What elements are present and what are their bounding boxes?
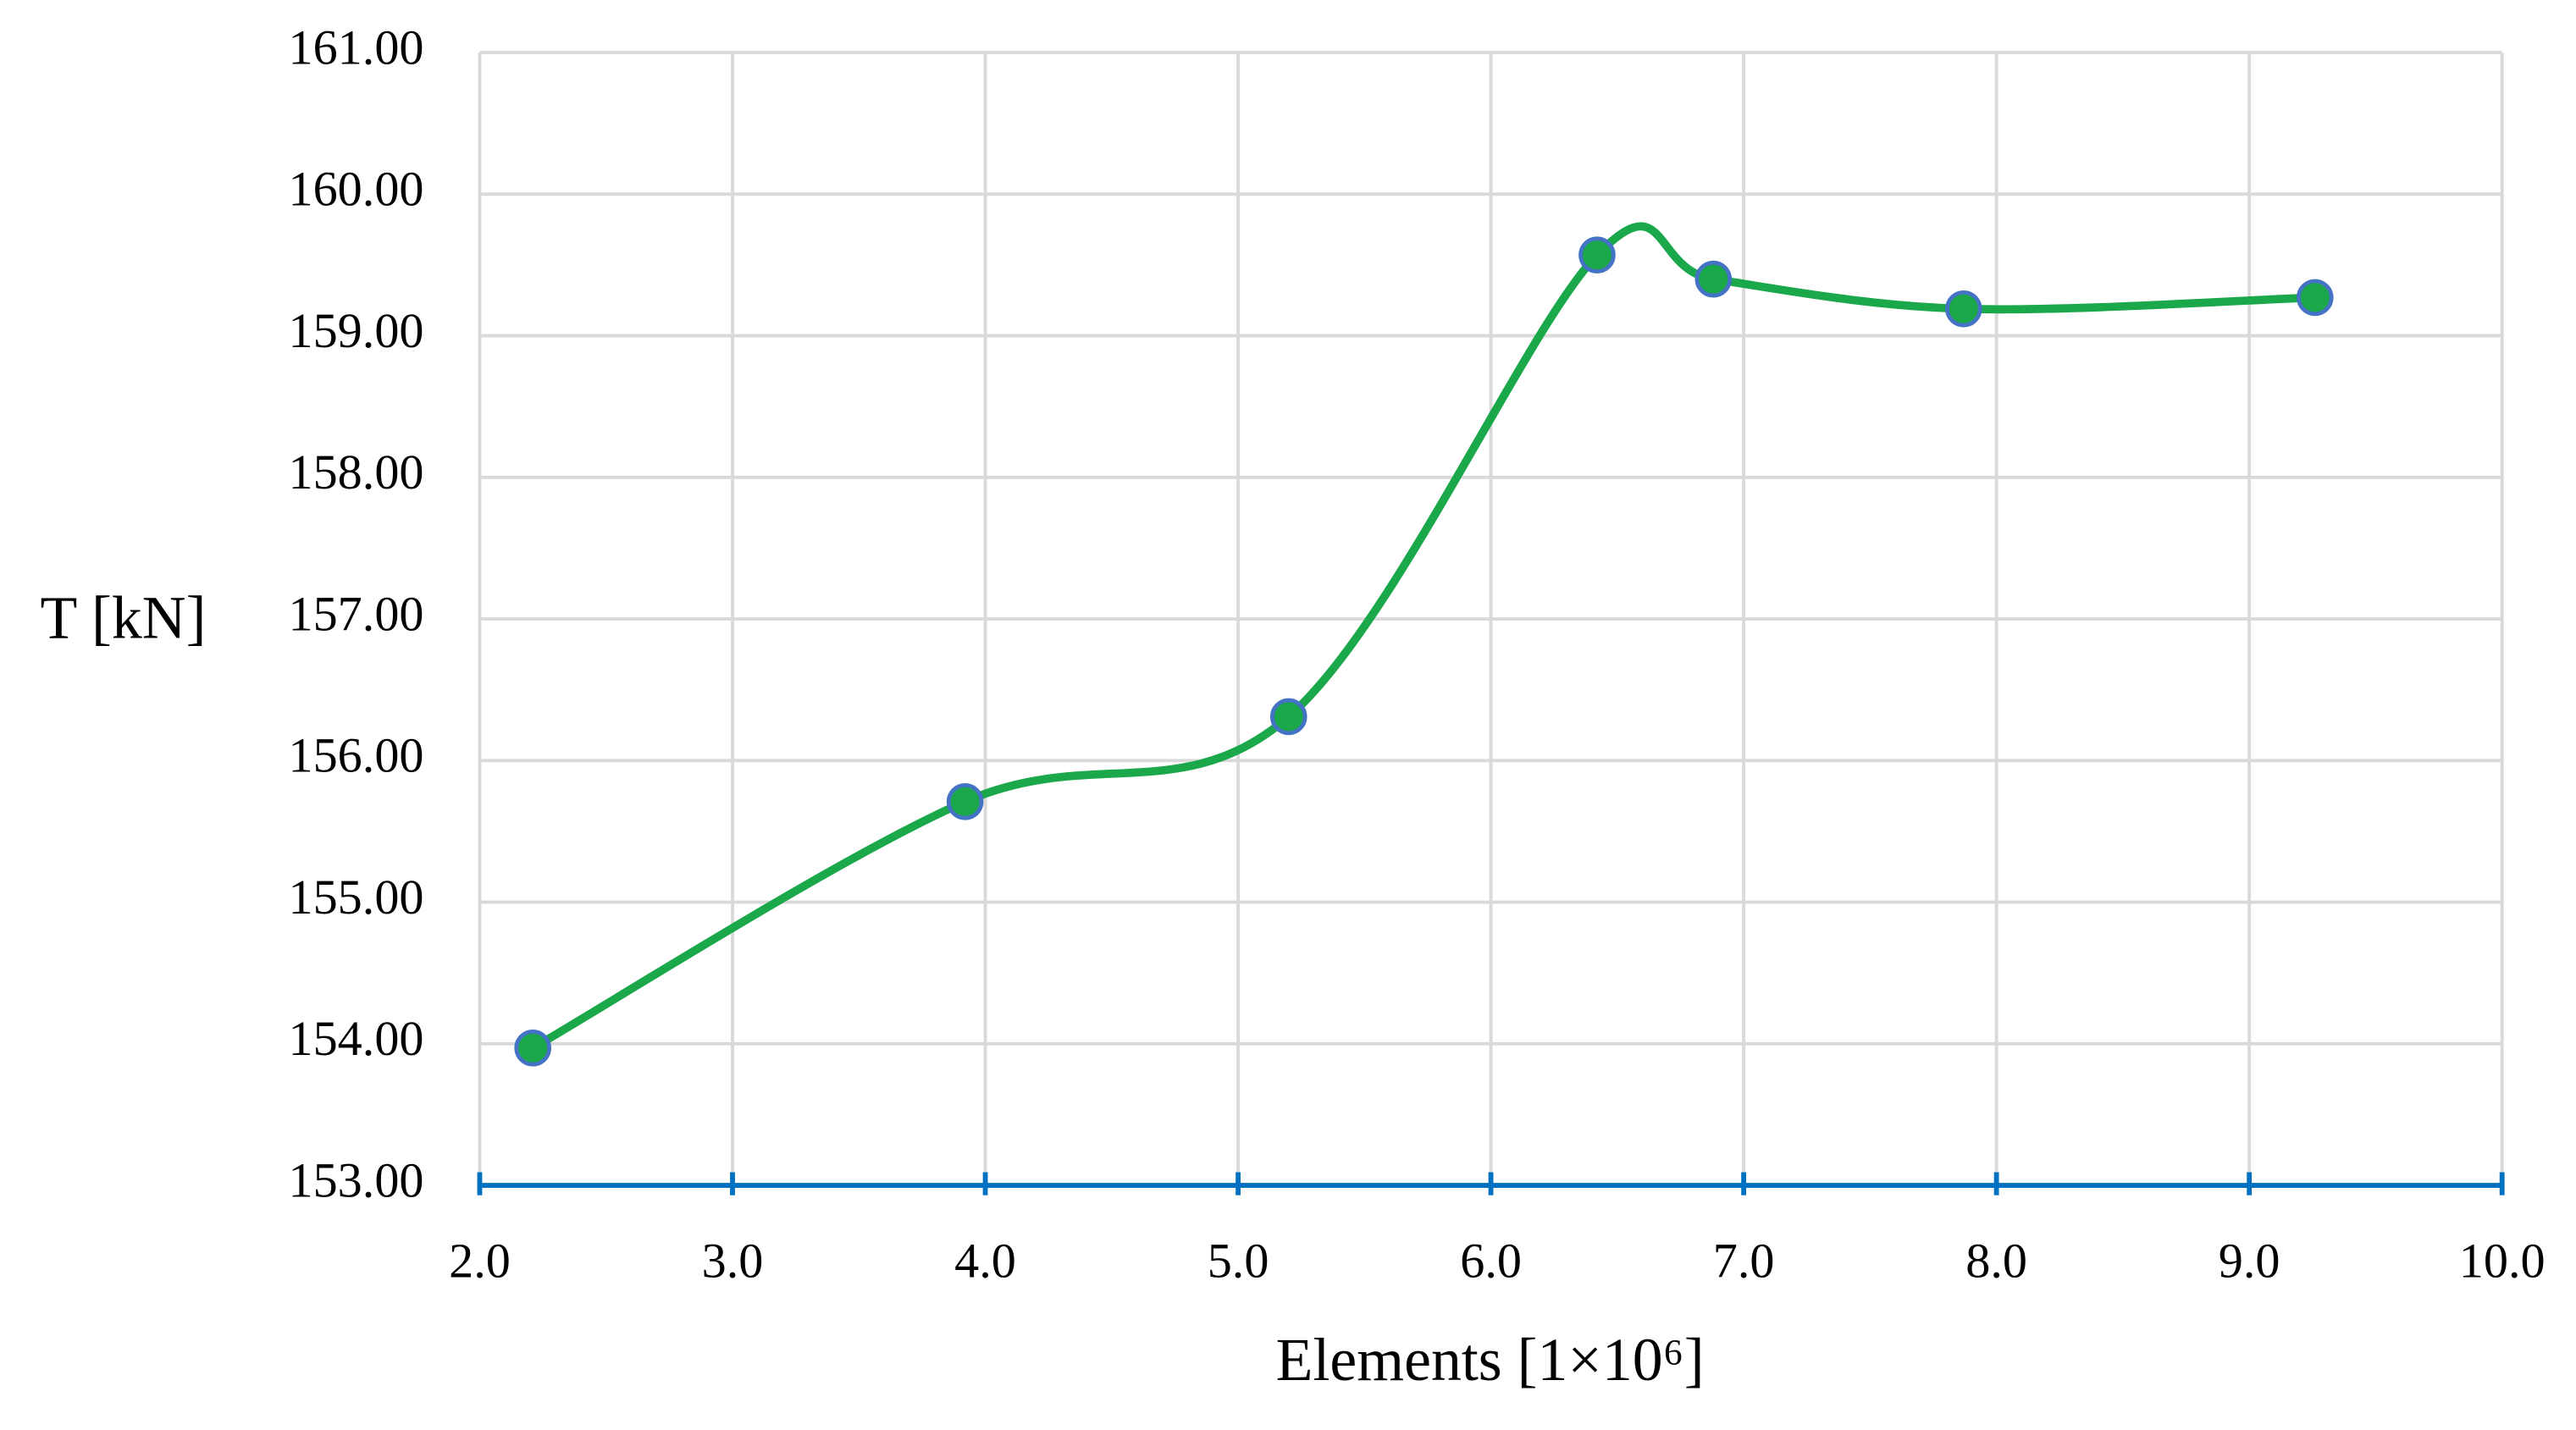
y-tick-label: 153.00 [289, 1152, 424, 1207]
x-tick-label: 6.0 [1460, 1233, 1522, 1288]
data-point [1694, 260, 1733, 298]
y-tick-label: 157.00 [289, 586, 424, 641]
data-point [946, 782, 984, 820]
x-tick-label: 8.0 [1965, 1233, 2027, 1288]
y-tick-label: 158.00 [289, 444, 424, 500]
x-tick-label: 9.0 [2219, 1233, 2280, 1288]
y-axis-title: T [kN] [41, 583, 207, 651]
data-point [514, 1030, 552, 1067]
data-point [1578, 236, 1616, 274]
y-tick-label: 160.00 [289, 162, 424, 217]
y-tick-label: 156.00 [289, 728, 424, 783]
x-tick-label: 3.0 [702, 1233, 764, 1288]
data-line [530, 222, 2315, 1052]
data-point [1269, 698, 1307, 736]
data-point [2296, 279, 2334, 317]
x-tick-label: 4.0 [954, 1233, 1016, 1288]
y-tick-label: 161.00 [289, 19, 424, 75]
y-tick-label: 159.00 [289, 303, 424, 358]
x-axis-title: Elements [1×10⁶] [1276, 1326, 1705, 1394]
x-tick-label: 7.0 [1713, 1233, 1775, 1288]
x-tick-label: 5.0 [1208, 1233, 1269, 1288]
x-tick-label: 2.0 [449, 1233, 511, 1288]
y-tick-label: 154.00 [289, 1011, 424, 1066]
y-tick-label: 155.00 [289, 870, 424, 925]
data-point [1945, 290, 1982, 328]
x-tick-label: 10.0 [2459, 1233, 2546, 1288]
